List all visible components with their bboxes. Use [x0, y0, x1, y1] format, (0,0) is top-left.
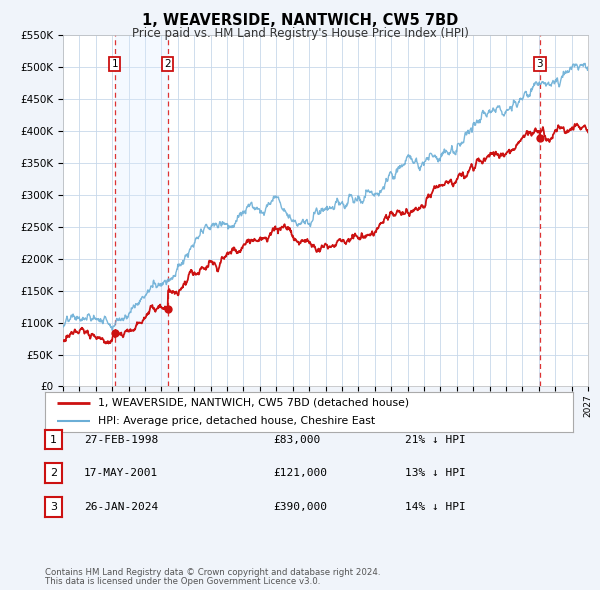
Text: 3: 3 — [50, 502, 57, 512]
Text: 1: 1 — [112, 59, 118, 69]
Text: £390,000: £390,000 — [273, 502, 327, 512]
Text: £83,000: £83,000 — [273, 435, 320, 444]
Text: This data is licensed under the Open Government Licence v3.0.: This data is licensed under the Open Gov… — [45, 578, 320, 586]
Text: 17-MAY-2001: 17-MAY-2001 — [84, 468, 158, 478]
Text: 3: 3 — [536, 59, 543, 69]
Text: 1: 1 — [50, 435, 57, 444]
Text: 2: 2 — [164, 59, 171, 69]
Text: 14% ↓ HPI: 14% ↓ HPI — [405, 502, 466, 512]
Text: 1, WEAVERSIDE, NANTWICH, CW5 7BD (detached house): 1, WEAVERSIDE, NANTWICH, CW5 7BD (detach… — [98, 398, 409, 408]
Bar — [115, 35, 167, 386]
Text: 1, WEAVERSIDE, NANTWICH, CW5 7BD: 1, WEAVERSIDE, NANTWICH, CW5 7BD — [142, 13, 458, 28]
Text: 27-FEB-1998: 27-FEB-1998 — [84, 435, 158, 444]
Text: 21% ↓ HPI: 21% ↓ HPI — [405, 435, 466, 444]
Text: Contains HM Land Registry data © Crown copyright and database right 2024.: Contains HM Land Registry data © Crown c… — [45, 568, 380, 577]
Text: Price paid vs. HM Land Registry's House Price Index (HPI): Price paid vs. HM Land Registry's House … — [131, 27, 469, 40]
Text: 2: 2 — [50, 468, 57, 478]
Text: £121,000: £121,000 — [273, 468, 327, 478]
Text: HPI: Average price, detached house, Cheshire East: HPI: Average price, detached house, Ches… — [98, 416, 375, 426]
Text: 13% ↓ HPI: 13% ↓ HPI — [405, 468, 466, 478]
Text: 26-JAN-2024: 26-JAN-2024 — [84, 502, 158, 512]
